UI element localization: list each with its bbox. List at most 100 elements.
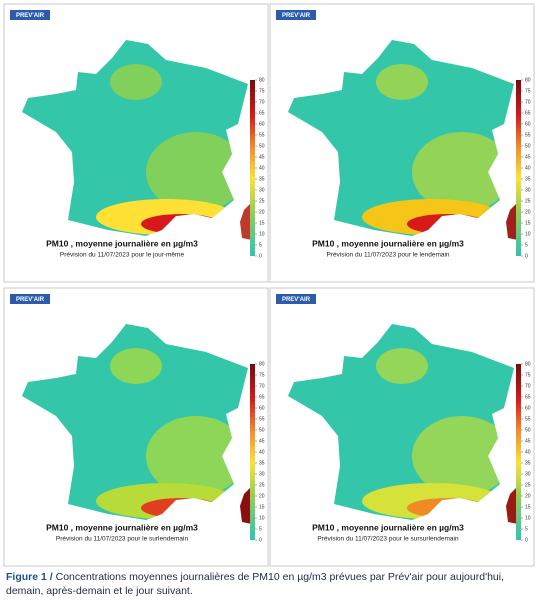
colorbar-label: 40 [259,449,265,455]
colorbar-label: 75 [259,372,265,378]
colorbar-label: 75 [259,88,265,94]
panel-subtitle: Prévision du 11/07/2023 pour le sursurle… [317,536,459,543]
colorbar-label: 10 [525,515,531,521]
logo-box [10,294,50,304]
colorbar-label: 30 [259,187,265,193]
colorbar [516,364,521,540]
panel-title: PM10 , moyenne journalière en µg/m3 [312,522,464,532]
colorbar-label: 35 [525,460,531,466]
colorbar-label: 70 [259,383,265,389]
colorbar-label: 0 [525,253,528,259]
colorbar-label: 30 [525,187,531,193]
logo: PREV'AIR [282,297,311,303]
colorbar [250,364,255,540]
colorbar [250,80,255,256]
colorbar-label: 15 [259,504,265,510]
figure: PREV'AIR05101520253035404550556065707580… [3,3,535,567]
panel-title: PM10 , moyenne journalière en µg/m3 [312,238,464,248]
colorbar-label: 35 [525,176,531,182]
colorbar-label: 80 [259,361,265,367]
colorbar-label: 55 [525,416,531,422]
colorbar-label: 45 [259,438,265,444]
rhone-zone [146,416,246,496]
colorbar-label: 60 [525,121,531,127]
colorbar-label: 50 [259,143,265,149]
colorbar-label: 80 [525,77,531,83]
logo: PREV'AIR [16,13,45,19]
caption: Figure 1 / Concentrations moyennes journ… [6,570,536,598]
colorbar-label: 25 [525,482,531,488]
caption-label: Figure 1 / [6,571,53,583]
colorbar-label: 25 [259,198,265,204]
panel-title: PM10 , moyenne journalière en µg/m3 [46,522,198,532]
colorbar-label: 70 [525,383,531,389]
colorbar-label: 5 [525,242,528,248]
colorbar-label: 10 [525,231,531,237]
rhone-zone [412,416,512,496]
colorbar-label: 60 [259,121,265,127]
panel: PREV'AIR 0 5 10 15 20 25 30 35 40 45 50 55 60 65 70 75 80… [3,3,269,283]
rhone-zone [412,132,512,212]
panel-subtitle: Prévision du 11/07/2023 pour le surlende… [56,536,189,543]
colorbar-label: 60 [259,405,265,411]
colorbar-label: 40 [259,165,265,171]
colorbar-label: 20 [525,209,531,215]
paris-plume [376,348,428,384]
colorbar-label: 45 [259,154,265,160]
colorbar-label: 45 [525,154,531,160]
panel-title: PM10 , moyenne journalière en µg/m3 [46,238,198,248]
colorbar-label: 65 [525,394,531,400]
colorbar-label: 25 [259,482,265,488]
colorbar-label: 70 [259,99,265,105]
colorbar-label: 40 [525,449,531,455]
colorbar-label: 70 [525,99,531,105]
colorbar-label: 35 [259,176,265,182]
colorbar-label: 55 [259,416,265,422]
colorbar-label: 30 [259,471,265,477]
colorbar-label: 30 [525,471,531,477]
colorbar-label: 15 [525,504,531,510]
colorbar-label: 15 [525,220,531,226]
caption-text: Concentrations moyennes journalières de … [6,571,504,597]
colorbar-label: 60 [525,405,531,411]
panel: PREV'AIR 0 5 10 15 20 25 30 35 40 45 50 55 60 65 70 75 80… [3,287,269,567]
paris-plume [110,348,162,384]
paris-plume [110,64,162,100]
colorbar-label: 50 [525,427,531,433]
colorbar-label: 55 [525,132,531,138]
panel-subtitle: Prévision du 11/07/2023 pour le lendemai… [326,252,449,259]
colorbar-label: 0 [525,537,528,543]
panel-subtitle: Prévision du 11/07/2023 pour le jour-mêm… [60,252,185,259]
colorbar-label: 10 [259,231,265,237]
colorbar-label: 75 [525,372,531,378]
colorbar-label: 5 [525,526,528,532]
panel: PREV'AIR 0 5 10 15 20 25 30 35 40 45 50 55 60 65 70 75 80… [269,287,535,567]
colorbar-label: 10 [259,515,265,521]
colorbar-label: 65 [525,110,531,116]
paris-plume [376,64,428,100]
colorbar-label: 80 [259,77,265,83]
colorbar-label: 5 [259,242,262,248]
colorbar-label: 0 [259,253,262,259]
colorbar [516,80,521,256]
colorbar-label: 75 [525,88,531,94]
logo-box [276,294,316,304]
panel: PREV'AIR 0 5 10 15 20 25 30 35 40 45 50 55 60 65 70 75 80… [269,3,535,283]
logo-box [10,10,50,20]
colorbar-label: 80 [525,361,531,367]
logo: PREV'AIR [16,297,45,303]
colorbar-label: 50 [525,143,531,149]
logo-box [276,10,316,20]
colorbar-label: 0 [259,537,262,543]
colorbar-label: 40 [525,165,531,171]
colorbar-label: 5 [259,526,262,532]
colorbar-label: 35 [259,460,265,466]
colorbar-label: 65 [259,110,265,116]
colorbar-label: 25 [525,198,531,204]
colorbar-label: 55 [259,132,265,138]
colorbar-label: 45 [525,438,531,444]
rhone-zone [146,132,246,212]
colorbar-label: 20 [259,493,265,499]
colorbar-label: 65 [259,394,265,400]
